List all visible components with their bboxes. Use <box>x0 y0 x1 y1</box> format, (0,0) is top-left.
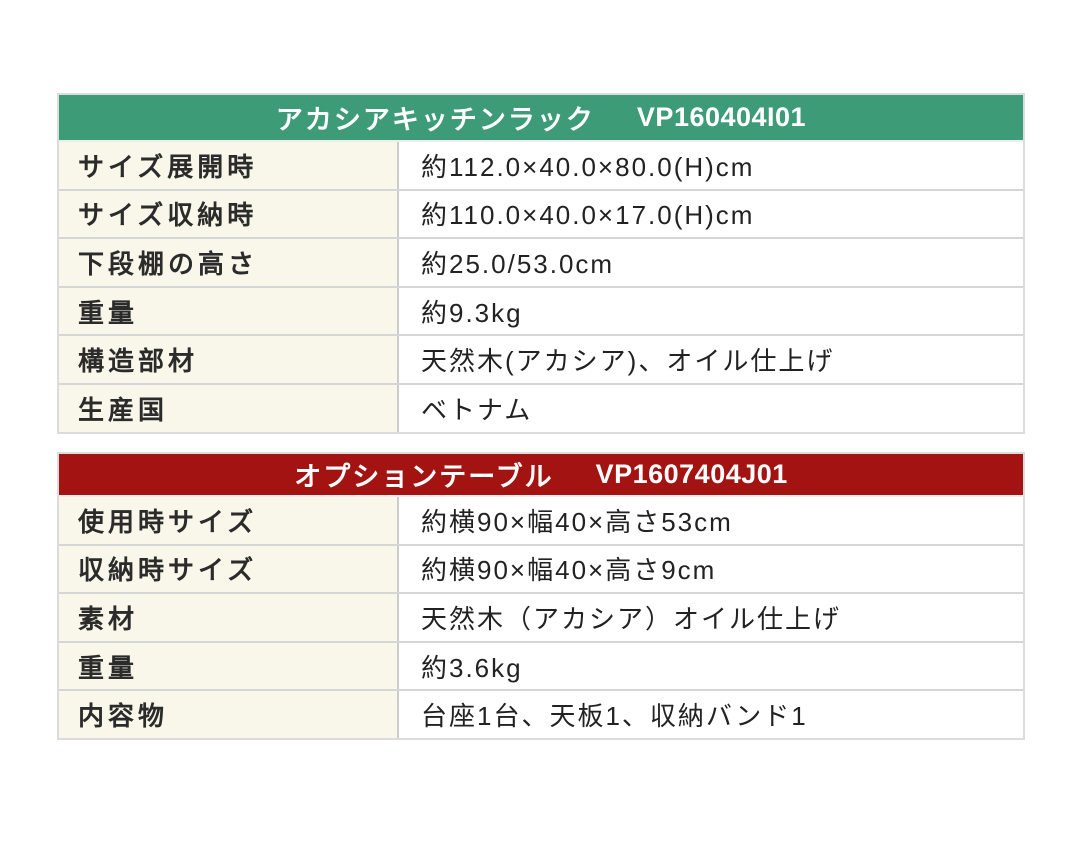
spec-value: ベトナム <box>399 384 1023 432</box>
table-row: 下段棚の高さ 約25.0/53.0cm <box>59 237 1023 286</box>
kitchen-rack-table-header: アカシアキッチンラック VP160404I01 <box>59 95 1023 140</box>
spec-value: 約110.0×40.0×17.0(H)cm <box>399 190 1023 238</box>
product-name: オプションテーブル <box>294 462 554 492</box>
table-row: 生産国 ベトナム <box>59 382 1023 432</box>
spec-value: 約112.0×40.0×80.0(H)cm <box>399 142 1023 189</box>
table-row: サイズ展開時 約112.0×40.0×80.0(H)cm <box>59 142 1023 189</box>
spec-label: サイズ展開時 <box>59 142 399 189</box>
table-row: 使用時サイズ 約横90×幅40×高さ53cm <box>59 497 1023 544</box>
spec-value: 台座1台、天板1、収納バンド1 <box>399 691 1023 738</box>
spec-label: 下段棚の高さ <box>59 239 399 286</box>
table-row: 重量 約3.6kg <box>59 640 1023 690</box>
product-code: VP160404I01 <box>636 102 807 132</box>
option-table-spec-table: オプションテーブル VP1607404J01 使用時サイズ 約横90×幅40×高… <box>57 452 1025 740</box>
product-name: アカシアキッチンラック <box>275 105 595 135</box>
spec-label: サイズ収納時 <box>59 190 399 238</box>
spec-value: 天然木（アカシア）オイル仕上げ <box>399 594 1023 641</box>
table-row: 重量 約9.3kg <box>59 285 1023 335</box>
spec-label: 素材 <box>59 594 399 641</box>
spec-label: 収納時サイズ <box>59 545 399 593</box>
product-code: VP1607404J01 <box>595 459 788 489</box>
spec-label: 使用時サイズ <box>59 497 399 544</box>
option-table-body: 使用時サイズ 約横90×幅40×高さ53cm 収納時サイズ 約横90×幅40×高… <box>59 495 1023 738</box>
spec-label: 重量 <box>59 642 399 690</box>
spec-value: 天然木(アカシア)、オイル仕上げ <box>399 336 1023 383</box>
table-row: 収納時サイズ 約横90×幅40×高さ9cm <box>59 543 1023 593</box>
kitchen-rack-table-body: サイズ展開時 約112.0×40.0×80.0(H)cm サイズ収納時 約110… <box>59 140 1023 432</box>
table-row: 素材 天然木（アカシア）オイル仕上げ <box>59 592 1023 641</box>
spec-value: 約3.6kg <box>399 642 1023 690</box>
spec-value: 約横90×幅40×高さ9cm <box>399 545 1023 593</box>
option-table-header: オプションテーブル VP1607404J01 <box>59 454 1023 495</box>
spec-label: 構造部材 <box>59 336 399 383</box>
spec-label: 内容物 <box>59 691 399 738</box>
table-row: 内容物 台座1台、天板1、収納バンド1 <box>59 689 1023 738</box>
table-row: 構造部材 天然木(アカシア)、オイル仕上げ <box>59 334 1023 383</box>
kitchen-rack-spec-table: アカシアキッチンラック VP160404I01 サイズ展開時 約112.0×40… <box>57 93 1025 434</box>
table-row: サイズ収納時 約110.0×40.0×17.0(H)cm <box>59 188 1023 238</box>
spec-value: 約25.0/53.0cm <box>399 239 1023 286</box>
spec-label: 重量 <box>59 287 399 335</box>
spec-label: 生産国 <box>59 384 399 432</box>
spec-value: 約9.3kg <box>399 287 1023 335</box>
spec-value: 約横90×幅40×高さ53cm <box>399 497 1023 544</box>
